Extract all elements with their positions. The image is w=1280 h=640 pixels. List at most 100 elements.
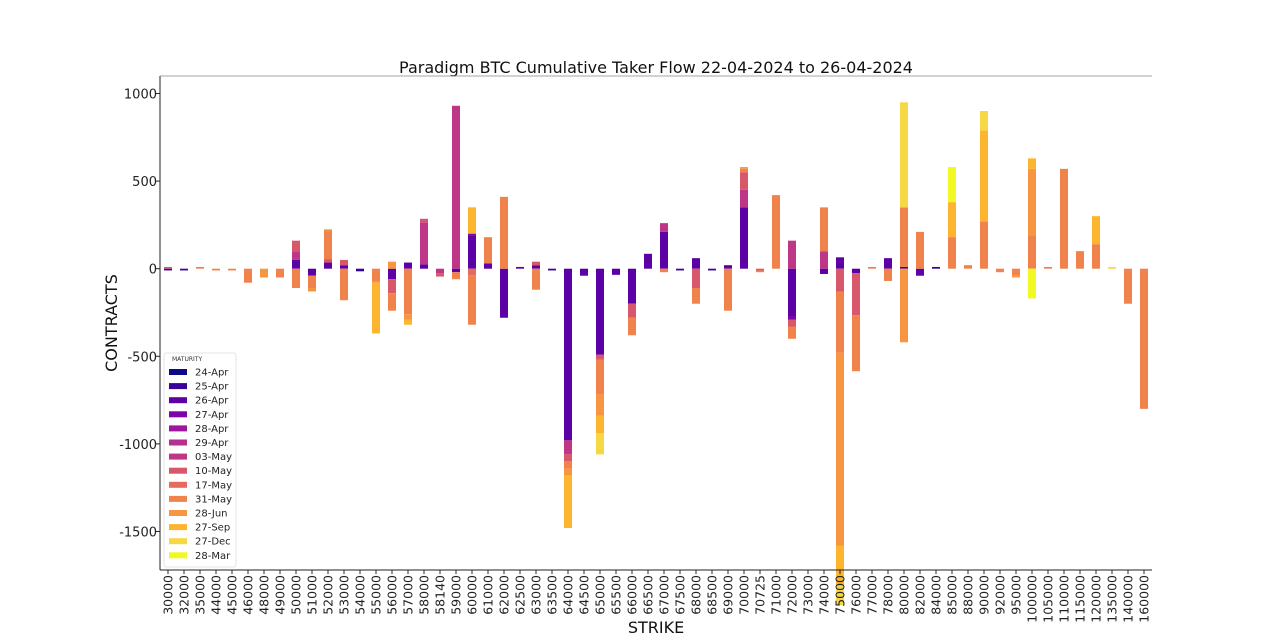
- x-tick-label: 56000: [385, 575, 400, 615]
- bar-segment: [900, 207, 908, 267]
- legend-items: 24-Apr 25-Apr 26-Apr 27-Apr 28-Apr 29-Apr 03-M…: [169, 368, 232, 562]
- bar-segment: [868, 266, 876, 269]
- x-tick-label: 53000: [337, 575, 352, 615]
- bar-segment: [228, 268, 236, 271]
- x-tick-label: 135000: [1105, 575, 1120, 623]
- bar-segment: [532, 261, 540, 266]
- x-tick-label: 66000: [625, 575, 640, 615]
- bar-segment: [948, 167, 956, 203]
- x-tick-label: 68500: [705, 575, 720, 615]
- bar-segment: [900, 102, 908, 208]
- x-tick-label: 60000: [465, 575, 480, 615]
- axes-layer: [159, 75, 1152, 571]
- bar-segment: [628, 303, 636, 318]
- bar-segment: [596, 394, 604, 416]
- bar-segment: [564, 440, 572, 455]
- bar-segment: [596, 354, 604, 360]
- legend-label: 26-Apr: [195, 396, 229, 407]
- x-tick-label: 90000: [977, 575, 992, 615]
- bar-segment: [980, 111, 988, 131]
- bar-segment: [980, 130, 988, 222]
- legend-swatch: [169, 552, 187, 559]
- x-tick-label: 59000: [449, 575, 464, 615]
- bar-segment: [388, 293, 396, 311]
- bar-segment: [292, 240, 300, 252]
- x-tick-label: 63000: [529, 575, 544, 615]
- bar-segment: [740, 207, 748, 269]
- x-tick-label: 66500: [641, 575, 656, 615]
- bar-segment: [740, 168, 748, 173]
- bar-segment: [788, 240, 796, 269]
- bar-segment: [628, 268, 636, 304]
- x-tick-label: 82000: [913, 575, 928, 615]
- legend: MATURITY 24-Apr25-Apr26-Apr27-Apr28-Apr2…: [163, 352, 237, 568]
- bar-segment: [372, 268, 380, 281]
- x-tick-label: 63500: [545, 575, 560, 615]
- bar-segment: [532, 265, 540, 269]
- x-axis-label: STRIKE: [628, 618, 684, 637]
- bar-segment: [164, 266, 172, 269]
- bar-segment: [468, 268, 476, 276]
- bar-segment: [500, 268, 508, 318]
- legend-swatch: [169, 481, 187, 488]
- bar-segment: [820, 207, 828, 252]
- x-tick-label: 62500: [513, 575, 528, 615]
- x-tick-label: 55000: [369, 575, 384, 615]
- legend-swatch: [169, 467, 187, 474]
- x-tick-label: 46000: [241, 575, 256, 615]
- bar-segment: [404, 314, 412, 320]
- bar-segment: [852, 273, 860, 316]
- bar-segment: [724, 265, 732, 269]
- bar-segment: [788, 326, 796, 339]
- legend-label: 27-Apr: [195, 410, 229, 421]
- y-tick-label: -500: [127, 350, 157, 365]
- x-tick-label: 115000: [1073, 575, 1088, 623]
- bar-segment: [836, 585, 844, 606]
- bar-segment: [308, 268, 316, 276]
- bar-segment: [324, 229, 332, 232]
- bar-segment: [324, 259, 332, 263]
- bar-segment: [420, 264, 428, 269]
- bar-segment: [948, 237, 956, 269]
- bar-segment: [388, 261, 396, 269]
- bar-segment: [1028, 158, 1036, 169]
- bar-segment: [340, 265, 348, 269]
- x-tick-label: 54000: [353, 575, 368, 615]
- x-tick-label: 110000: [1057, 575, 1072, 623]
- bar-segment: [212, 268, 220, 271]
- legend-swatch: [169, 425, 187, 432]
- bar-segment: [356, 268, 364, 272]
- legend-label: 17-May: [195, 480, 232, 491]
- bar-segment: [740, 172, 748, 190]
- bar-segment: [564, 468, 572, 476]
- bar-segment: [900, 268, 908, 343]
- x-tick-label: 35000: [193, 575, 208, 615]
- legend-swatch: [169, 369, 187, 375]
- bar-segment: [484, 263, 492, 269]
- x-tick-label: 51000: [305, 575, 320, 615]
- legend-label: 27-Dec: [195, 537, 231, 548]
- bar-segment: [772, 195, 780, 269]
- x-tick-label: 64000: [561, 575, 576, 615]
- x-tick-label: 65000: [593, 575, 608, 615]
- bar-segment: [404, 268, 412, 315]
- legend-label: 24-Apr: [195, 368, 229, 379]
- bar-segment: [836, 545, 844, 586]
- legend-title: MATURITY: [172, 356, 202, 363]
- bar-segment: [980, 221, 988, 269]
- bar-segment: [292, 268, 300, 288]
- bar-segment: [580, 268, 588, 276]
- bars-layer: [164, 102, 1148, 606]
- bar-segment: [388, 279, 396, 294]
- legend-label: 28-Apr: [195, 424, 229, 435]
- x-tick-label: 48000: [257, 575, 272, 615]
- x-tick-label: 30000: [161, 575, 176, 615]
- bar-segment: [468, 235, 476, 269]
- bar-segment: [740, 167, 748, 169]
- x-tick-label: 65500: [609, 575, 624, 615]
- bar-segment: [916, 231, 924, 269]
- y-axis-label: CONTRACTS: [102, 274, 121, 372]
- legend-label: 28-Mar: [195, 551, 231, 562]
- bar-segment: [564, 268, 572, 441]
- x-tick-label: 64500: [577, 575, 592, 615]
